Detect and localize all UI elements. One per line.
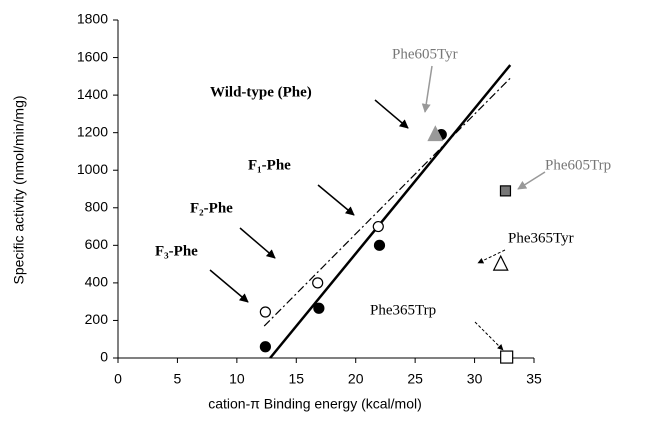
y-tick-label: 400 [85,274,109,290]
annotation: Wild-type (Phe) [210,84,312,100]
x-tick-label: 5 [174,371,182,387]
annotation: Phe605Tyr [392,46,458,62]
annotation: Phe365Trp [370,302,436,318]
y-tick-label: 800 [85,198,109,214]
annotation: F₁-Phe [248,157,291,173]
y-tick-label: 200 [85,311,109,327]
point [500,350,514,364]
point [313,302,325,314]
fit-line [269,64,512,359]
annotation: F₃-Phe [155,243,198,259]
annotation: Phe365Tyr [508,230,574,246]
annotation-arrow [517,171,546,190]
y-tick-label: 1400 [77,86,108,102]
point [499,185,512,197]
point [372,220,384,233]
point [373,239,386,251]
fit-line [263,77,511,327]
x-tick-label: 25 [407,371,423,387]
y-tick-label: 1000 [77,161,108,177]
x-axis-label: cation-π Binding energy (kcal/mol) [208,396,422,412]
x-tick-label: 0 [114,371,122,387]
y-tick-label: 600 [85,236,109,252]
x-tick-label: 20 [348,371,364,387]
x-tick-label: 10 [229,371,245,387]
annotation-arrow [374,99,409,129]
x-tick-label: 15 [288,371,304,387]
annotation-arrow [474,321,504,351]
annotation: F₂-Phe [190,200,233,216]
y-tick-label: 1200 [77,123,108,139]
x-tick-label: 30 [467,371,483,387]
annotation: Phe605Trp [545,157,611,173]
annotation-arrow [317,184,355,216]
point [427,125,444,142]
annotation-arrow [209,269,249,303]
x-tick-label: 35 [526,371,542,387]
point [492,254,509,271]
y-tick-label: 0 [100,349,108,365]
y-tick-label: 1800 [77,11,108,27]
point [312,277,324,289]
point [259,341,271,353]
y-tick-label: 1600 [77,48,108,64]
point [259,306,271,318]
y-axis-label: Specific activity (nmol/min/mg) [11,95,27,284]
annotation-arrow [421,65,433,113]
annotation-arrow [239,227,276,259]
